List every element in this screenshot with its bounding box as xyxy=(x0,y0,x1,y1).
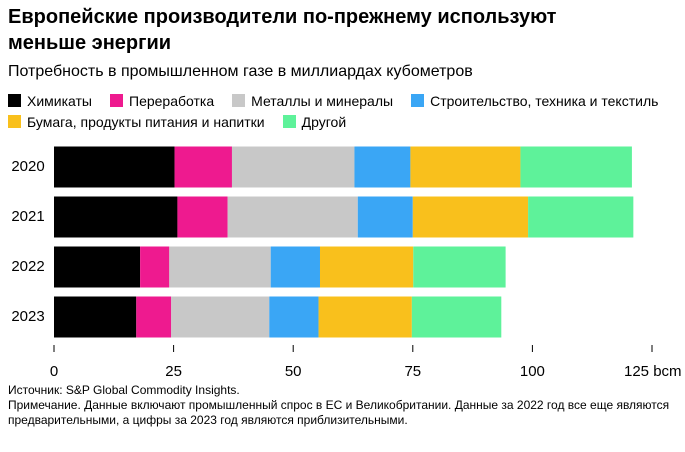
legend-label: Химикаты xyxy=(27,92,92,109)
bar-segment xyxy=(318,296,412,338)
y-tick-label: 2021 xyxy=(11,208,44,225)
bar-segment xyxy=(54,146,175,188)
x-tick-label: 100 xyxy=(520,363,545,380)
bar-segment xyxy=(174,146,232,188)
bar-segment xyxy=(319,246,414,288)
bar-segment xyxy=(54,296,137,338)
x-tick-label: 0 xyxy=(50,363,58,380)
legend-item: Бумага, продукты питания и напитки xyxy=(8,112,265,131)
bar-segment xyxy=(54,246,141,288)
legend-item: Строительство, техника и текстиль xyxy=(411,91,658,110)
bar-segment xyxy=(231,146,355,188)
x-tick-label: 25 xyxy=(165,363,182,380)
legend-item: Металлы и минералы xyxy=(232,91,393,110)
x-tick-label: 125 bcm xyxy=(624,363,682,380)
bar-segment xyxy=(411,296,502,338)
bar-segment xyxy=(177,196,228,238)
bar-segment xyxy=(410,146,521,188)
legend-label: Строительство, техника и текстиль xyxy=(430,92,659,109)
bar-segment xyxy=(136,296,172,338)
legend-swatch xyxy=(411,94,425,107)
chart-title: Европейские производители по-прежнему ис… xyxy=(8,6,557,54)
legend-swatch xyxy=(232,94,246,107)
bar-segment xyxy=(520,146,632,188)
legend-swatch xyxy=(8,115,21,128)
legend-swatch xyxy=(110,94,123,107)
legend-label: Металлы и минералы xyxy=(251,92,394,109)
bar-segment xyxy=(140,246,170,288)
notes: Источник: S&P Global Commodity Insights.… xyxy=(8,383,678,428)
bar-segment xyxy=(528,196,634,238)
bar-segment xyxy=(54,196,178,238)
note: Примечание. Данные включают промышленный… xyxy=(8,398,670,427)
bar-segment xyxy=(412,196,529,238)
bar-segment xyxy=(227,196,358,238)
legend-swatch xyxy=(8,94,21,107)
x-tick-label: 50 xyxy=(285,363,302,380)
y-tick-label: 2022 xyxy=(11,258,44,275)
chart-subtitle: Потребность в промышленном газе в миллиа… xyxy=(8,63,473,80)
source: Источник: S&P Global Commodity Insights. xyxy=(8,383,240,397)
legend-item: Переработка xyxy=(110,91,214,110)
bar-segment xyxy=(270,246,320,288)
bar-segment xyxy=(171,296,270,338)
legend-item: Другой xyxy=(282,112,347,131)
legend-swatch xyxy=(282,115,296,128)
bar-segment xyxy=(354,146,411,188)
bar-segment xyxy=(169,246,271,288)
y-tick-label: 2020 xyxy=(11,158,44,175)
legend: Химикаты Переработка Металлы и минералы Стр… xyxy=(8,91,668,131)
y-tick-label: 2023 xyxy=(11,308,44,325)
legend-item: Химикаты xyxy=(8,91,92,110)
bar-segment xyxy=(357,196,413,238)
legend-label: Другой xyxy=(301,113,347,130)
legend-label: Переработка xyxy=(129,92,215,109)
legend-label: Бумага, продукты питания и напитки xyxy=(27,113,265,130)
bar-segment xyxy=(269,296,319,338)
x-tick-label: 75 xyxy=(404,363,421,380)
bar-segment xyxy=(413,246,506,288)
